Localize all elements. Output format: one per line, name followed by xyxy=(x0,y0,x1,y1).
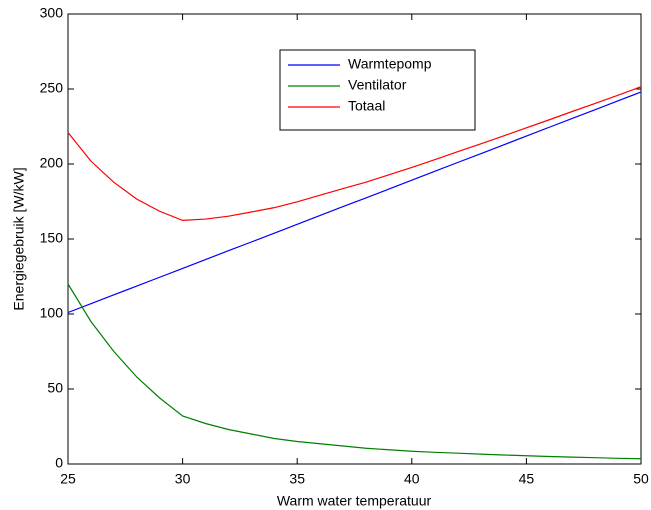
data-line xyxy=(67,283,642,460)
legend-label: Ventilator xyxy=(348,77,407,93)
y-tick-label: 300 xyxy=(40,5,64,21)
data-line xyxy=(67,86,642,222)
x-tick-label: 30 xyxy=(175,471,191,487)
legend-label: Totaal xyxy=(348,98,385,114)
x-tick-label: 25 xyxy=(60,471,76,487)
legend-box xyxy=(279,49,476,131)
x-tick-label: 50 xyxy=(633,471,649,487)
legend-label: Warmtepomp xyxy=(348,56,432,72)
data-line xyxy=(67,91,642,314)
y-axis-label: Energiegebruik [W/kW] xyxy=(11,167,27,310)
y-tick-label: 0 xyxy=(55,455,63,471)
y-tick-label: 100 xyxy=(40,305,64,321)
x-tick-label: 40 xyxy=(404,471,420,487)
y-tick-label: 50 xyxy=(47,380,63,396)
x-axis-label: Warm water temperatuur xyxy=(277,493,432,509)
x-tick-label: 45 xyxy=(519,471,535,487)
y-tick-label: 150 xyxy=(40,230,64,246)
y-tick-label: 250 xyxy=(40,80,64,96)
x-tick-label: 35 xyxy=(289,471,305,487)
y-tick-label: 200 xyxy=(40,155,64,171)
